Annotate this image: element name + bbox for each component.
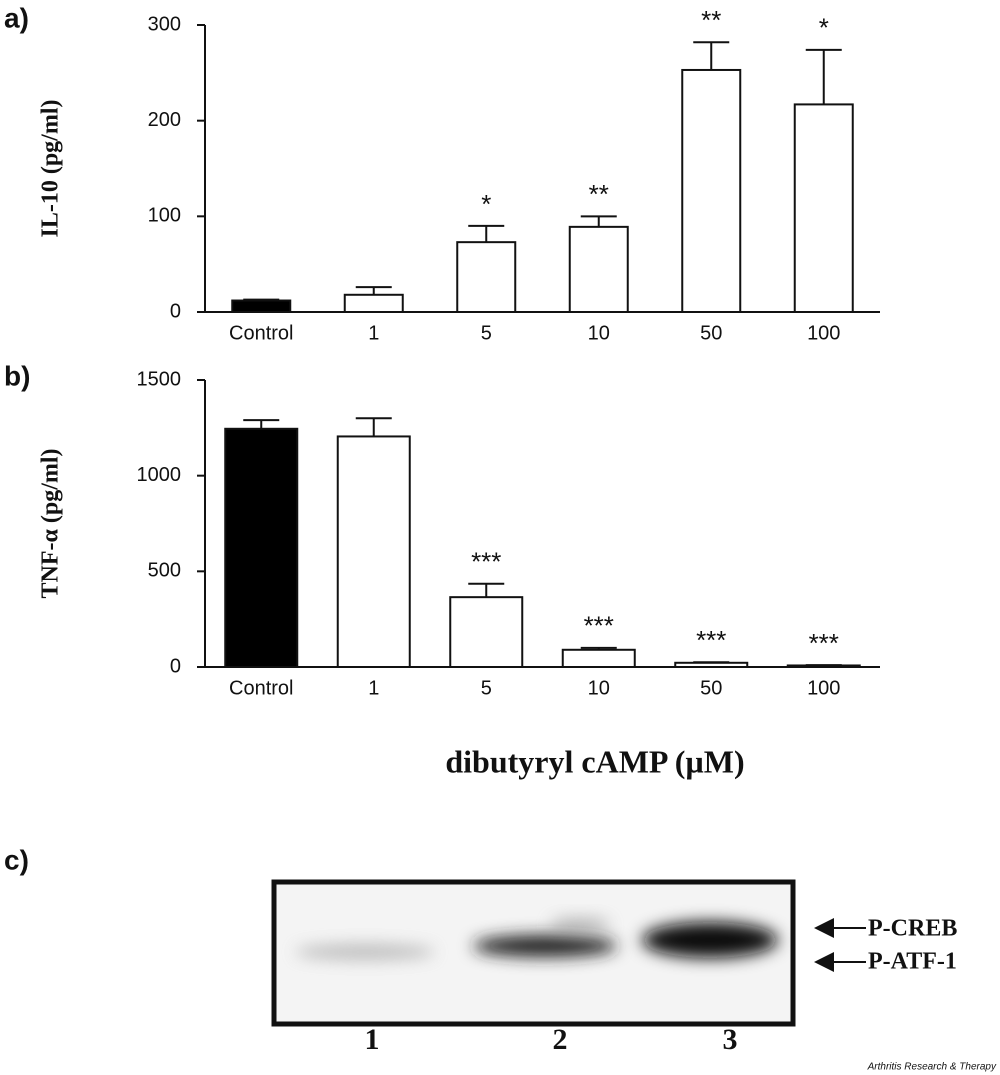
bar <box>456 241 517 313</box>
x-tick-label: 100 <box>807 677 840 699</box>
band <box>642 922 778 958</box>
x-tick-label: 10 <box>588 677 610 699</box>
bar <box>336 435 411 668</box>
x-tick-label: 100 <box>807 322 840 344</box>
band <box>473 935 617 957</box>
y-tick-label: 0 <box>170 300 181 322</box>
lane-label: 1 <box>365 1023 380 1056</box>
x-tick-label: 1 <box>368 677 379 699</box>
error-bar <box>580 646 617 650</box>
y-tick-label: 300 <box>148 13 181 35</box>
y-tick-label: 1000 <box>137 464 182 486</box>
bar <box>793 103 854 313</box>
y-tick-label: 200 <box>148 109 181 131</box>
significance: *** <box>471 547 501 577</box>
y-axis-label: IL-10 (pg/ml) <box>38 100 64 238</box>
error-bar <box>355 286 392 295</box>
lane-label: 3 <box>723 1023 738 1056</box>
significance: ** <box>701 5 721 35</box>
x-axis-label: dibutyryl cAMP (µM) <box>445 743 744 779</box>
y-tick-label: 500 <box>148 560 181 582</box>
error-bar <box>693 661 730 664</box>
lane-label: 2 <box>553 1023 568 1056</box>
bar <box>568 225 629 314</box>
significance: *** <box>809 628 839 658</box>
x-tick-label: 50 <box>700 322 722 344</box>
panel-label: c) <box>4 844 29 875</box>
error-bar <box>243 298 280 301</box>
y-tick-label: 0 <box>170 655 181 677</box>
error-bar <box>693 41 730 70</box>
band-label: P-ATF-1 <box>868 949 957 975</box>
x-tick-label: 50 <box>700 677 722 699</box>
band-label: P-CREB <box>868 916 957 942</box>
error-bar <box>468 224 505 243</box>
error-bar <box>580 215 617 227</box>
significance: * <box>481 189 491 219</box>
bar <box>561 648 636 669</box>
error-bar <box>243 419 280 429</box>
source: Arthritis Research & Therapy <box>867 1062 997 1073</box>
x-tick-label: Control <box>229 322 293 344</box>
bar <box>231 299 292 313</box>
y-tick-label: 1500 <box>137 368 182 390</box>
bar <box>681 68 742 313</box>
bar <box>343 293 404 313</box>
significance: * <box>819 13 829 43</box>
y-axis-label: TNF-α (pg/ml) <box>38 448 64 598</box>
band <box>295 944 435 960</box>
significance: ** <box>589 179 609 209</box>
panel-label: a) <box>4 2 29 33</box>
x-tick-label: 5 <box>481 677 492 699</box>
band <box>550 918 610 932</box>
significance: *** <box>696 625 726 655</box>
significance: *** <box>584 611 614 641</box>
bar <box>674 661 749 668</box>
x-tick-label: 10 <box>588 322 610 344</box>
panel-label: b) <box>4 360 30 391</box>
x-tick-label: 1 <box>368 322 379 344</box>
blot: c) P-CREB P-ATF-1 1 2 3 <box>4 844 957 1056</box>
error-bar <box>805 48 842 105</box>
error-bar <box>468 582 505 598</box>
x-tick-label: 5 <box>481 322 492 344</box>
error-bar <box>355 417 392 437</box>
x-tick-label: Control <box>229 677 293 699</box>
bar <box>449 596 524 668</box>
y-tick-label: 100 <box>148 205 181 227</box>
bar <box>224 427 299 669</box>
